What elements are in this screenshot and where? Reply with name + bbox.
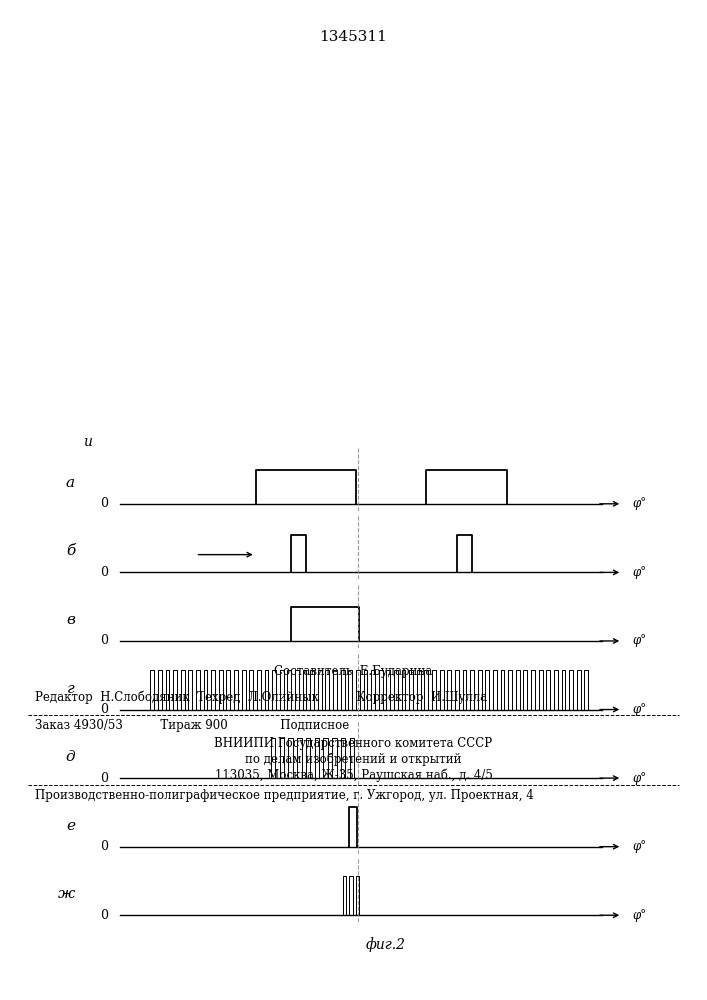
Text: 0: 0 <box>100 909 107 922</box>
Text: Составитель  Е.Бударина: Составитель Е.Бударина <box>274 665 433 678</box>
Text: ж: ж <box>58 887 75 901</box>
Text: 0: 0 <box>100 772 107 785</box>
Text: 1345311: 1345311 <box>320 30 387 44</box>
Text: Заказ 4930/53          Тираж 900              Подписное: Заказ 4930/53 Тираж 900 Подписное <box>35 719 349 732</box>
Text: а: а <box>66 476 75 490</box>
Text: 0: 0 <box>100 566 107 579</box>
Text: Производственно-полиграфическое предприятие, г. Ужгород, ул. Проектная, 4: Производственно-полиграфическое предприя… <box>35 789 534 802</box>
Text: φ°: φ° <box>632 497 646 510</box>
Text: д: д <box>65 750 75 764</box>
Text: φ°: φ° <box>632 840 646 853</box>
Text: φ°: φ° <box>632 772 646 785</box>
Text: фиг.2: фиг.2 <box>366 937 405 952</box>
Text: 0: 0 <box>100 840 107 853</box>
Text: φ°: φ° <box>632 634 646 647</box>
Text: φ°: φ° <box>632 703 646 716</box>
Text: е: е <box>66 819 75 833</box>
Text: г: г <box>67 682 75 696</box>
Text: 0: 0 <box>100 703 107 716</box>
Text: в: в <box>66 613 75 627</box>
Text: Редактор  Н.Слободяник  Техред  Л.Олийнык          Корректор  И.Шулла: Редактор Н.Слободяник Техред Л.Олийнык К… <box>35 690 487 704</box>
Text: φ°: φ° <box>632 566 646 579</box>
Text: φ°: φ° <box>632 909 646 922</box>
Text: 0: 0 <box>100 497 107 510</box>
Text: ВНИИПИ Государственного комитета СССР: ВНИИПИ Государственного комитета СССР <box>214 737 493 750</box>
Text: 113035, Москва, Ж-35, Раушская наб., д. 4/5: 113035, Москва, Ж-35, Раушская наб., д. … <box>214 769 493 782</box>
Text: по делам изобретений и открытий: по делам изобретений и открытий <box>245 753 462 766</box>
Text: 0: 0 <box>100 634 107 647</box>
Text: и: и <box>83 435 92 449</box>
Text: б: б <box>66 544 75 558</box>
